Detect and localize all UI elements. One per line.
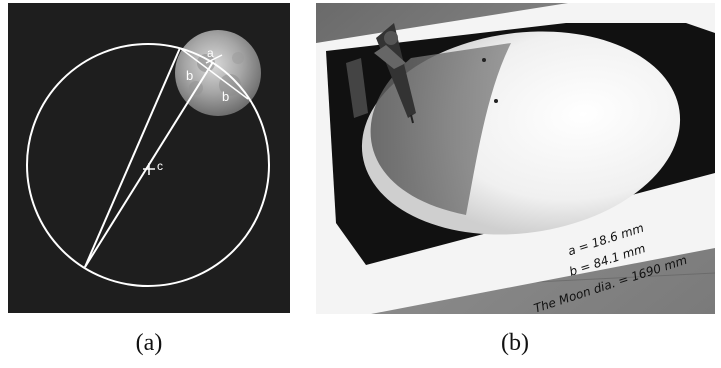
label-a: a [207, 46, 214, 60]
panel-b-photo: a = 18.6 mm b = 84.1 mm The Moon dia. = … [316, 3, 715, 314]
moon-photo: a = 18.6 mm b = 84.1 mm The Moon dia. = … [316, 3, 715, 314]
panel-a-diagram: a b b c [8, 3, 290, 313]
label-b-left: b [186, 68, 193, 83]
caption-a: (a) [109, 330, 189, 357]
caption-b: (b) [475, 330, 555, 357]
moon-geometry-diagram: a b b c [8, 3, 290, 313]
label-center: c [157, 159, 163, 173]
label-b-right: b [222, 89, 229, 104]
